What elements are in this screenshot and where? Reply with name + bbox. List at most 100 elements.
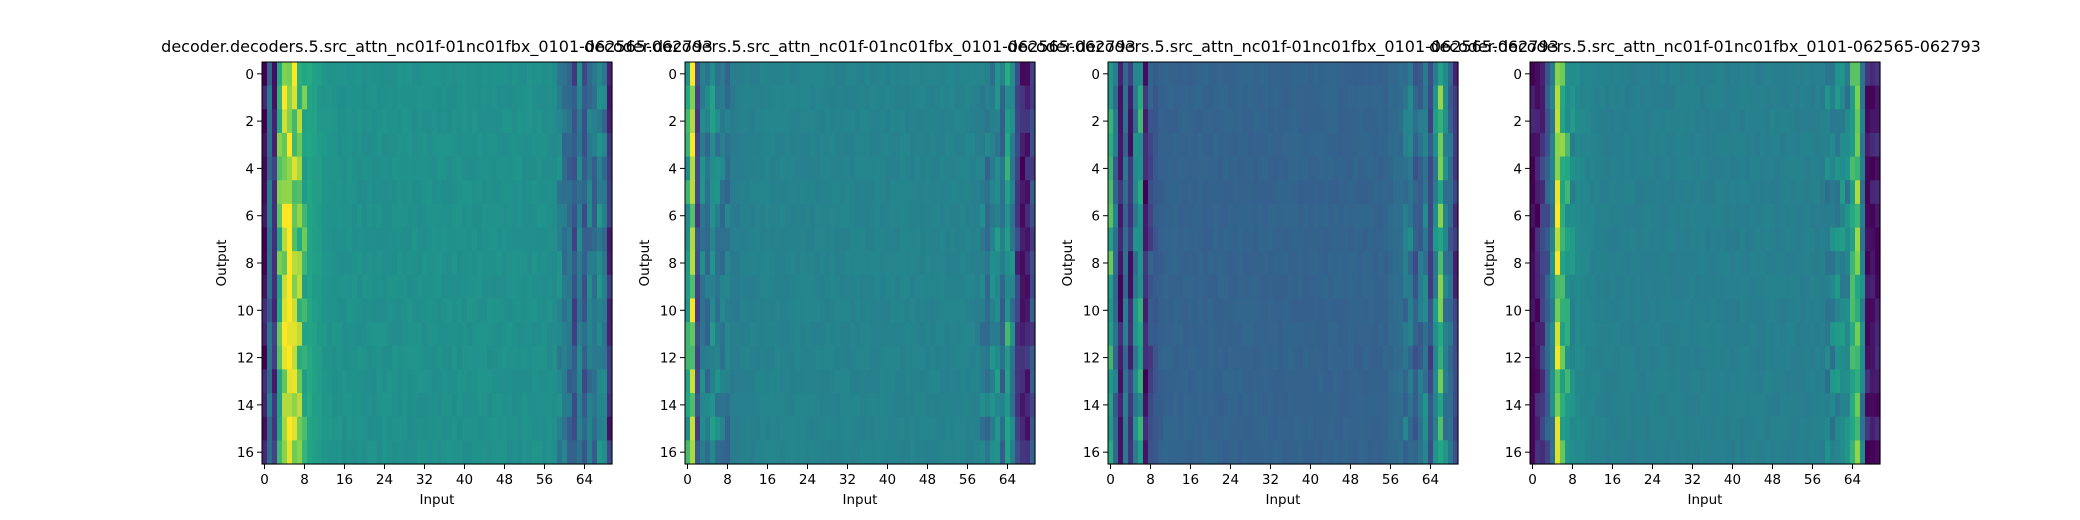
heatmap-cell [785, 85, 791, 110]
heatmap-cell [1000, 227, 1006, 252]
heatmap-cell [1830, 109, 1836, 134]
heatmap-cell [412, 416, 418, 441]
heatmap-cell [532, 416, 538, 441]
heatmap-cell [1348, 109, 1354, 134]
heatmap-cell [357, 298, 363, 323]
heatmap-cell [377, 251, 383, 276]
heatmap-cell [1443, 156, 1449, 181]
heatmap-cell [715, 369, 721, 394]
heatmap-cell [1393, 109, 1399, 134]
heatmap-cell [387, 416, 393, 441]
heatmap-cell [422, 109, 428, 134]
heatmap-cell [1253, 298, 1259, 323]
heatmap-cell [1328, 298, 1334, 323]
heatmap-cell [725, 227, 731, 252]
heatmap-cell [1730, 227, 1736, 252]
heatmap-cell [740, 369, 746, 394]
heatmap-cell [507, 274, 513, 300]
heatmap-cell [547, 203, 553, 229]
heatmap-cell [1428, 416, 1434, 441]
heatmap-cell [1760, 62, 1766, 87]
heatmap-cell [975, 440, 981, 465]
heatmap-cell [1128, 156, 1134, 181]
heatmap-cell [990, 440, 996, 465]
heatmap-cell [262, 85, 268, 110]
heatmap-cell [307, 203, 313, 229]
heatmap-cell [427, 416, 433, 441]
heatmap-cell [1108, 85, 1114, 110]
heatmap-cell [1148, 132, 1154, 158]
heatmap-cell [1695, 180, 1701, 205]
heatmap-cell [292, 203, 298, 229]
heatmap-cell [1133, 416, 1139, 441]
heatmap-cell [1675, 227, 1681, 252]
heatmap-cell [282, 369, 288, 394]
x-tick-label: 16 [1604, 472, 1621, 488]
heatmap-cell [1343, 156, 1349, 181]
heatmap-cell [1565, 156, 1571, 181]
heatmap-cell [347, 322, 353, 347]
heatmap-cell [1283, 274, 1289, 300]
heatmap-cell [970, 274, 976, 300]
y-tick-label: 0 [1513, 67, 1522, 83]
heatmap-cell [1720, 180, 1726, 205]
heatmap-cell [282, 416, 288, 441]
heatmap-cell [920, 156, 926, 181]
heatmap-cell [282, 62, 288, 87]
heatmap-cell [1750, 109, 1756, 134]
heatmap-cell [297, 369, 303, 394]
heatmap-cell [825, 393, 831, 418]
heatmap-cell [1123, 109, 1129, 134]
heatmap-cell [462, 180, 468, 205]
heatmap-cell [1413, 298, 1419, 323]
heatmap-cell [840, 298, 846, 323]
heatmap-cell [1780, 416, 1786, 441]
heatmap-cell [1303, 156, 1309, 181]
heatmap-cell [1263, 369, 1269, 394]
heatmap-cell [1570, 251, 1576, 276]
heatmap-cell [557, 251, 563, 276]
heatmap-cell [770, 416, 776, 441]
heatmap-cell [800, 345, 806, 371]
heatmap-cell [262, 440, 268, 465]
heatmap-cell [1123, 156, 1129, 181]
heatmap-cell [1268, 298, 1274, 323]
heatmap-cell [1208, 85, 1214, 110]
heatmap-cell [297, 227, 303, 252]
heatmap-cell [1005, 393, 1011, 418]
heatmap-cell [1595, 251, 1601, 276]
heatmap-cell [457, 180, 463, 205]
heatmap-cell [1810, 393, 1816, 418]
heatmap-cell [1715, 156, 1721, 181]
heatmap-cell [1248, 322, 1254, 347]
heatmap-cell [700, 369, 706, 394]
heatmap-cell [1413, 440, 1419, 465]
heatmap-cell [1790, 180, 1796, 205]
heatmap-cell [1565, 251, 1571, 276]
heatmap-cell [582, 180, 588, 205]
heatmap-cell [1665, 62, 1671, 87]
heatmap-cell [362, 416, 368, 441]
heatmap-cell [1660, 440, 1666, 465]
heatmap-cell [607, 156, 613, 181]
heatmap-cell [382, 180, 388, 205]
heatmap-cell [547, 251, 553, 276]
heatmap-cell [1625, 393, 1631, 418]
heatmap-cell [1670, 251, 1676, 276]
heatmap-cell [1620, 85, 1626, 110]
heatmap-cell [995, 85, 1001, 110]
heatmap-cell [815, 322, 821, 347]
heatmap-cell [1675, 156, 1681, 181]
heatmap-cell [805, 109, 811, 134]
heatmap-cell [1630, 369, 1636, 394]
heatmap-cell [1615, 62, 1621, 87]
heatmap-cell [1433, 180, 1439, 205]
heatmap-cell [1138, 251, 1144, 276]
heatmap-cell [740, 440, 746, 465]
heatmap-cell [1585, 85, 1591, 110]
heatmap-cell [1253, 251, 1259, 276]
heatmap-cell [980, 180, 986, 205]
heatmap-cell [1403, 180, 1409, 205]
heatmap-cell [860, 180, 866, 205]
heatmap-cell [1855, 274, 1861, 300]
